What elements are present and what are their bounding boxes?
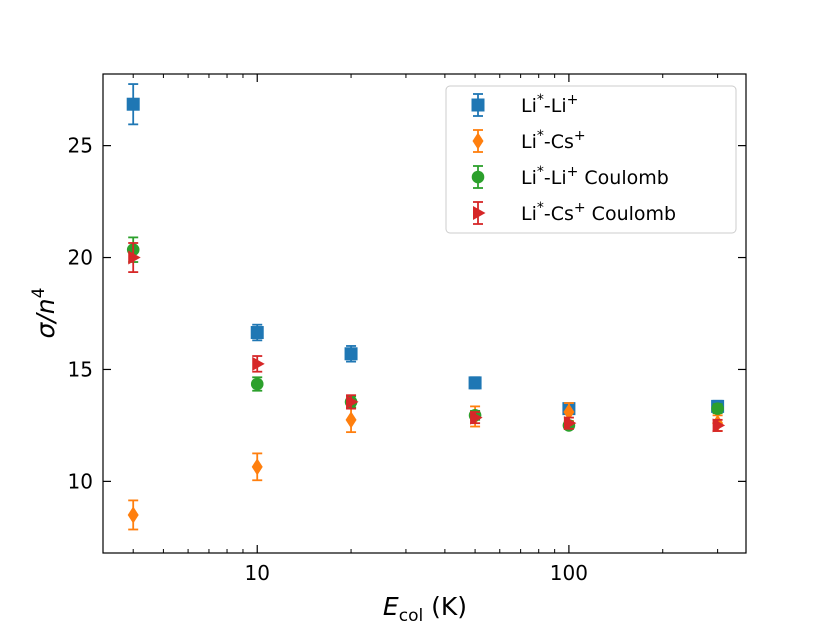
axis-ticks: 10 100 10 15 20 25 (68, 74, 746, 585)
y-axis-superscript: 4 (29, 288, 49, 299)
legend-label-part: Cs (551, 131, 574, 153)
legend-label-part: Li (521, 95, 537, 117)
data-point (250, 326, 264, 340)
y-tick-label: 15 (68, 357, 93, 381)
legend-label: Li*-Li+ Coulomb (521, 164, 669, 189)
legend-label-part: * (537, 200, 544, 216)
y-axis-title: σ/n4 (29, 288, 60, 339)
data-point (251, 458, 263, 476)
legend-label-part: Li (521, 203, 537, 225)
legend-marker (473, 206, 486, 220)
data-point (470, 410, 483, 425)
legend-label-part: + (574, 200, 586, 216)
legend-entry: Li*-Cs+ (472, 128, 586, 153)
x-axis-unit: (K) (423, 592, 467, 621)
data-point (346, 394, 359, 409)
data-point (563, 416, 577, 431)
legend-label-part: Cs (551, 203, 574, 225)
legend-label-part: Coulomb (586, 203, 676, 225)
data-point (126, 97, 140, 111)
legend-label-part: - (544, 167, 551, 189)
legend-entry: Li*-Cs+ Coulomb (473, 200, 676, 225)
legend-label: Li*-Cs+ (521, 128, 586, 153)
legend-label-part: * (537, 128, 544, 144)
plot-border (102, 73, 747, 554)
series-li-cs- (127, 402, 724, 531)
y-tick-label: 20 (68, 246, 93, 270)
y-axis-symbol: σ/n (31, 298, 60, 338)
plot-frame (102, 73, 747, 554)
legend-label: Li*-Cs+ Coulomb (521, 200, 676, 225)
x-axis-title: Ecol (K) (383, 592, 467, 623)
legend-box (445, 85, 737, 234)
legend-marker (471, 98, 485, 112)
legend-label-part: * (537, 164, 544, 180)
legend-label-part: + (567, 164, 579, 180)
y-tick-label: 25 (68, 134, 93, 158)
data-point (344, 347, 358, 361)
legend-entry: Li*-Li+ (471, 92, 578, 117)
x-axis-symbol: E (383, 592, 399, 621)
legend-marker (472, 132, 484, 150)
data-point (127, 506, 139, 524)
legend-label-part: * (537, 92, 544, 108)
legend-label-part: + (567, 92, 579, 108)
data-point (252, 356, 265, 371)
legend-label-part: Li (521, 167, 537, 189)
legend-label-part: Li (551, 95, 567, 117)
x-minor-ticks (132, 74, 719, 553)
data-point (250, 377, 264, 391)
x-axis-subscript: col (399, 606, 423, 623)
legend-label-part: - (544, 131, 551, 153)
data-layer (126, 83, 726, 531)
series-li-cs-coulomb (128, 242, 726, 433)
data-point (712, 418, 726, 433)
data-point (563, 403, 575, 421)
x-tick-label: 100 (550, 561, 588, 585)
data-point (468, 376, 482, 390)
legend-label-part: Li (521, 131, 537, 153)
data-point (711, 402, 724, 415)
legend-marker (471, 170, 485, 184)
legend-label-part: Coulomb (578, 167, 668, 189)
legend-label-part: - (544, 203, 551, 225)
data-point (345, 411, 357, 429)
legend-label-part: - (544, 95, 551, 117)
x-tick-label: 10 (245, 561, 270, 585)
legend-label-part: Li (551, 167, 567, 189)
legend-entry: Li*-Li+ Coulomb (471, 164, 669, 189)
legend-label: Li*-Li+ (521, 92, 578, 117)
legend-label-part: + (574, 128, 586, 144)
series-li-li-coulomb (126, 236, 724, 432)
y-tick-label: 10 (68, 469, 93, 493)
data-point (128, 250, 141, 265)
